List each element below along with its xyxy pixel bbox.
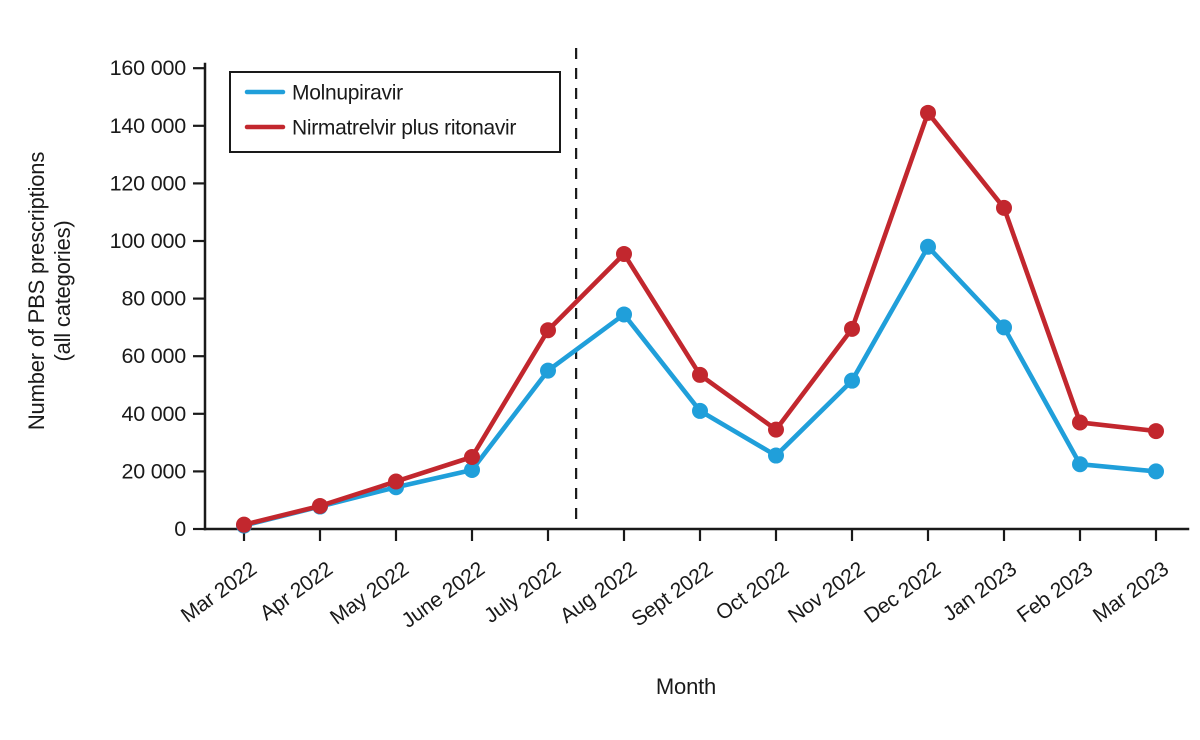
x-tick-label: Feb 2023 xyxy=(1013,557,1097,627)
series-line-nirmatrelvir xyxy=(241,110,1159,527)
x-tick-label: Nov 2022 xyxy=(784,557,869,628)
data-point-nirmatrelvir xyxy=(540,322,556,339)
legend-label-molnupiravir: Molnupiravir xyxy=(292,82,403,105)
data-point-molnupiravir xyxy=(464,461,480,478)
data-point-nirmatrelvir xyxy=(1072,414,1088,431)
data-point-molnupiravir xyxy=(844,372,860,389)
data-point-molnupiravir xyxy=(1072,456,1088,473)
x-axis-title: Month xyxy=(656,674,716,699)
series-line-molnupiravir xyxy=(241,244,1159,528)
data-point-molnupiravir xyxy=(692,402,708,419)
x-tick-label: Dec 2022 xyxy=(860,557,945,628)
y-tick-label: 100 000 xyxy=(110,229,187,253)
data-point-nirmatrelvir xyxy=(844,320,860,337)
y-tick-label: 20 000 xyxy=(121,459,186,483)
data-point-molnupiravir xyxy=(920,238,936,255)
data-point-nirmatrelvir xyxy=(616,245,632,262)
y-tick-label: 140 000 xyxy=(110,114,187,138)
x-tick-label: Apr 2022 xyxy=(256,557,337,625)
data-point-molnupiravir xyxy=(996,319,1012,336)
data-point-nirmatrelvir xyxy=(312,497,328,514)
data-point-nirmatrelvir xyxy=(388,473,404,490)
data-point-molnupiravir xyxy=(768,447,784,464)
x-tick-label: July 2022 xyxy=(480,557,565,627)
legend-label-nirmatrelvir: Nirmatrelvir plus ritonavir xyxy=(292,117,516,140)
data-point-molnupiravir xyxy=(616,306,632,323)
data-point-nirmatrelvir xyxy=(464,449,480,465)
x-tick-label: Mar 2022 xyxy=(177,557,261,627)
y-axis-title-line1: Number of PBS prescriptions xyxy=(24,152,49,430)
y-tick-label: 80 000 xyxy=(121,287,186,311)
x-tick-label: Sept 2022 xyxy=(627,557,717,631)
y-tick-label: 0 xyxy=(174,517,186,541)
x-tick-label: Mar 2023 xyxy=(1089,557,1173,627)
y-tick-label: 160 000 xyxy=(110,56,187,80)
legend-box xyxy=(229,71,561,153)
data-point-nirmatrelvir xyxy=(692,366,708,383)
data-point-molnupiravir xyxy=(1148,463,1164,480)
y-tick-label: 40 000 xyxy=(121,402,186,426)
data-point-nirmatrelvir xyxy=(768,421,784,438)
data-point-nirmatrelvir xyxy=(996,199,1012,216)
y-axis-title-line2: (all categories) xyxy=(50,220,75,361)
data-point-nirmatrelvir xyxy=(1148,423,1164,440)
x-tick-label: Jan 2023 xyxy=(939,557,1021,625)
legend: Molnupiravir Nirmatrelvir plus ritonavir xyxy=(229,71,561,153)
y-tick-label: 60 000 xyxy=(121,344,186,368)
data-point-nirmatrelvir xyxy=(236,516,252,533)
data-point-nirmatrelvir xyxy=(920,104,936,121)
x-tick-label: June 2022 xyxy=(398,557,489,632)
y-tick-label: 120 000 xyxy=(110,171,187,195)
data-point-molnupiravir xyxy=(540,362,556,379)
x-tick-label: Aug 2022 xyxy=(556,557,641,628)
x-tick-label: Oct 2022 xyxy=(712,557,793,625)
